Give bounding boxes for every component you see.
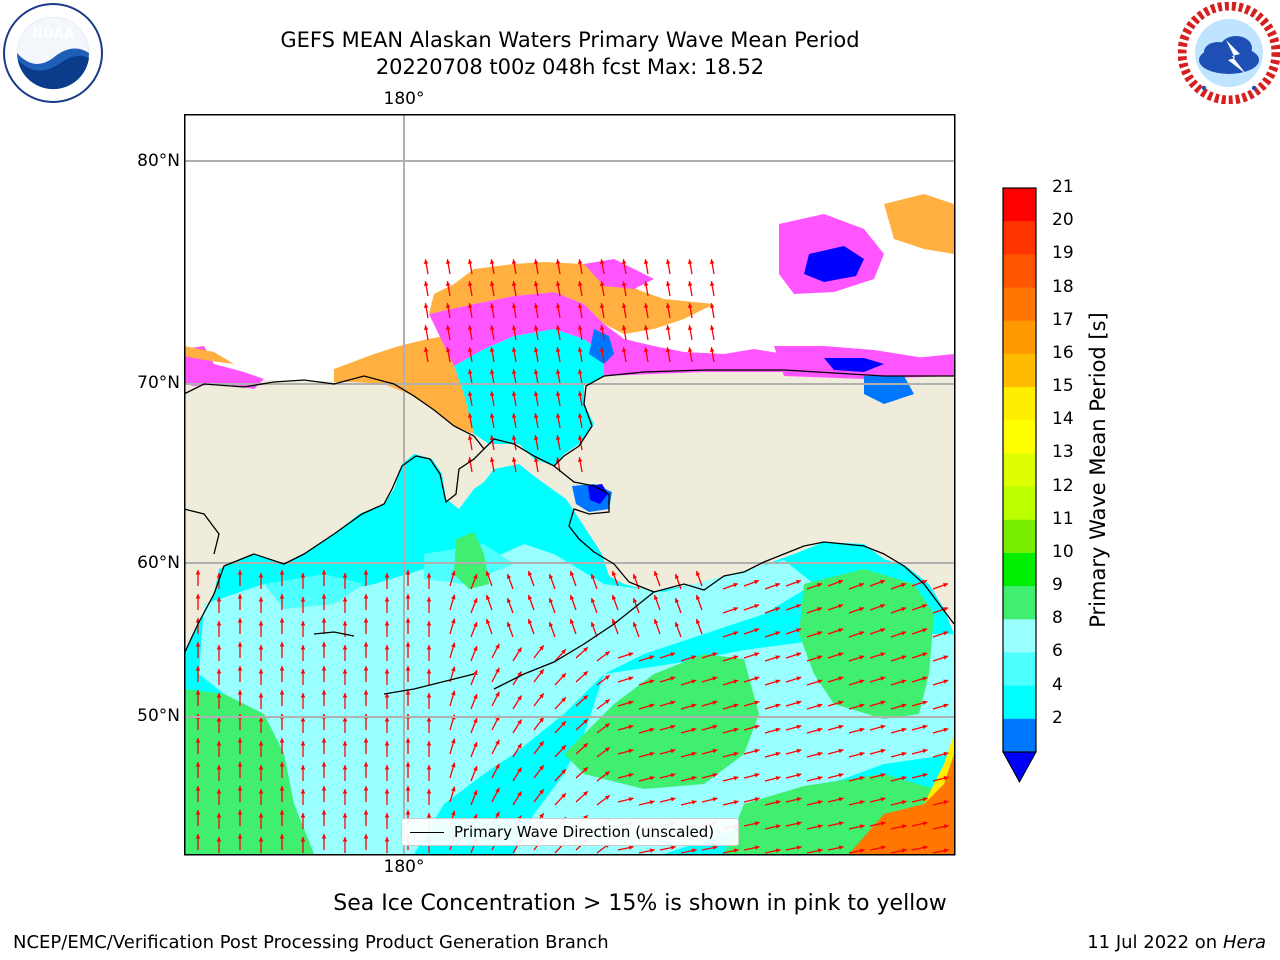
colorbar-segment	[1003, 420, 1036, 454]
colorbar-tick-label: 8	[1052, 608, 1063, 628]
colorbar-segment	[1003, 719, 1036, 753]
colorbar-tick-label: 12	[1052, 476, 1074, 496]
map-title: GEFS MEAN Alaskan Waters Primary Wave Me…	[0, 27, 1140, 53]
footer-host: Hera	[1223, 932, 1266, 953]
colorbar-extend-arrow	[1003, 752, 1036, 782]
lon-label-top: 180°	[384, 89, 425, 109]
colorbar-tick-label: 2	[1052, 708, 1063, 728]
colorbar-segment	[1003, 288, 1036, 322]
colorbar-segment	[1003, 619, 1036, 653]
lat-label-50: 50°N	[120, 706, 180, 726]
colorbar	[1000, 186, 1040, 786]
legend-line-icon	[410, 832, 444, 833]
colorbar-segment	[1003, 520, 1036, 554]
nws-logo	[1178, 2, 1280, 104]
lat-label-60: 60°N	[120, 553, 180, 573]
colorbar-segment	[1003, 221, 1036, 255]
map-panel	[184, 114, 956, 856]
footer-date-text: 11 Jul 2022 on	[1087, 932, 1223, 953]
colorbar-segment	[1003, 453, 1036, 487]
colorbar-tick-label: 13	[1052, 442, 1074, 462]
colorbar-segment	[1003, 321, 1036, 355]
colorbar-segment	[1003, 188, 1036, 222]
colorbar-tick-label: 19	[1052, 243, 1074, 263]
sea-ice-note: Sea Ice Concentration > 15% is shown in …	[0, 891, 1280, 916]
colorbar-segment	[1003, 553, 1036, 587]
map-legend: Primary Wave Direction (unscaled)	[401, 818, 739, 846]
colorbar-segment	[1003, 586, 1036, 620]
colorbar-segment	[1003, 354, 1036, 388]
colorbar-tick-label: 21	[1052, 177, 1074, 197]
colorbar-tick-label: 9	[1052, 575, 1063, 595]
colorbar-segment	[1003, 387, 1036, 421]
colorbar-tick-label: 14	[1052, 409, 1074, 429]
colorbar-tick-label: 16	[1052, 343, 1074, 363]
colorbar-tick-label: 11	[1052, 509, 1074, 529]
colorbar-tick-label: 18	[1052, 277, 1074, 297]
legend-label: Primary Wave Direction (unscaled)	[454, 823, 714, 841]
colorbar-tick-label: 6	[1052, 641, 1063, 661]
lat-label-70: 70°N	[120, 373, 180, 393]
map-subtitle: 20220708 t00z 048h fcst Max: 18.52	[0, 54, 1140, 80]
colorbar-segment	[1003, 254, 1036, 288]
footer-date: 11 Jul 2022 on Hera	[1087, 932, 1266, 953]
noaa-logo-text: NOAA	[32, 27, 74, 42]
colorbar-segment	[1003, 686, 1036, 720]
colorbar-tick-label: 10	[1052, 542, 1074, 562]
footer-branch: NCEP/EMC/Verification Post Processing Pr…	[13, 932, 609, 953]
colorbar-tick-label: 20	[1052, 210, 1074, 230]
noaa-logo: NOAA	[2, 2, 104, 104]
colorbar-tick-label: 17	[1052, 310, 1074, 330]
colorbar-tick-label: 15	[1052, 376, 1074, 396]
colorbar-segment	[1003, 487, 1036, 521]
lat-label-80: 80°N	[120, 151, 180, 171]
colorbar-tick-label: 4	[1052, 675, 1063, 695]
colorbar-segment	[1003, 652, 1036, 686]
colorbar-title: Primary Wave Mean Period [s]	[1086, 312, 1110, 628]
lon-label-bottom: 180°	[384, 857, 425, 877]
